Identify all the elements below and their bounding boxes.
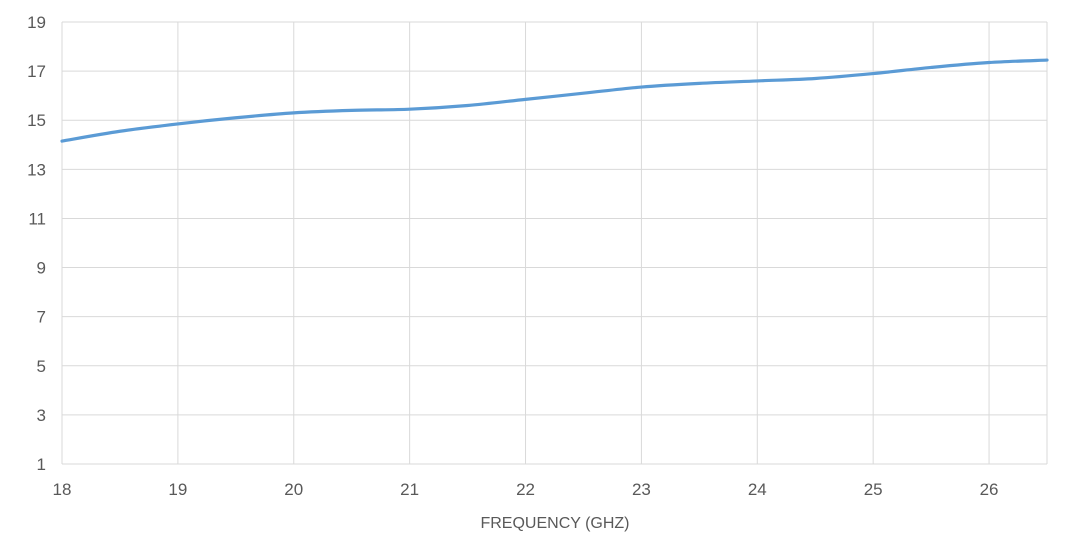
x-tick-label: 22 xyxy=(516,480,535,499)
x-tick-label: 20 xyxy=(284,480,303,499)
y-tick-label: 11 xyxy=(28,209,46,228)
y-tick-label: 1 xyxy=(37,455,46,474)
y-tick-label: 15 xyxy=(27,111,46,130)
series-layer xyxy=(60,58,1049,143)
y-tick-label: 13 xyxy=(27,160,46,179)
y-tick-label: 19 xyxy=(27,13,46,32)
y-tick-label: 3 xyxy=(37,406,46,425)
y-tick-label: 17 xyxy=(27,62,46,81)
series-line xyxy=(60,58,1049,143)
x-tick-label: 21 xyxy=(400,480,419,499)
x-tick-label: 26 xyxy=(980,480,999,499)
x-axis-title: FREQUENCY (GHZ) xyxy=(480,515,629,532)
x-tick-label: 23 xyxy=(632,480,651,499)
x-tick-label: 25 xyxy=(864,480,883,499)
y-tick-label: 7 xyxy=(37,308,46,327)
x-tick-label: 19 xyxy=(168,480,187,499)
y-tick-label: 5 xyxy=(37,357,46,376)
gridlines xyxy=(61,21,1048,465)
x-tick-label: 24 xyxy=(748,480,767,499)
y-tick-label: 9 xyxy=(37,259,46,278)
x-tick-label: 18 xyxy=(53,480,72,499)
